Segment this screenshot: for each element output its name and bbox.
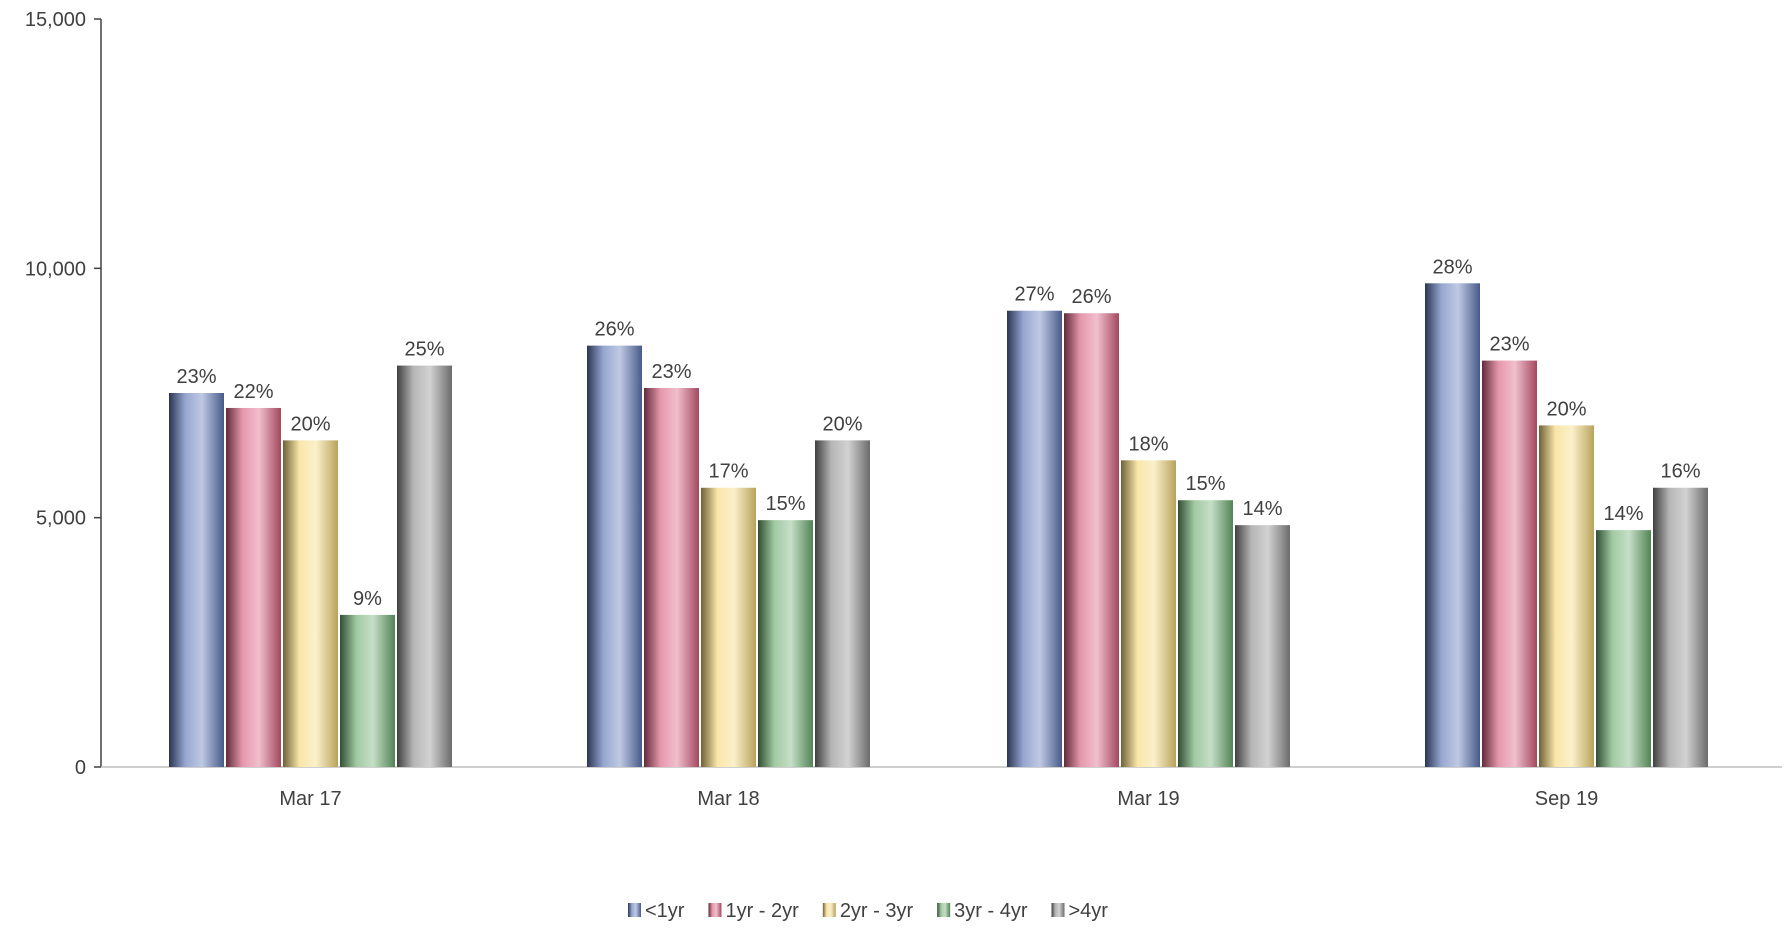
bar — [587, 345, 642, 767]
legend-item: <1yr — [628, 900, 685, 922]
bar-data-label: 17% — [708, 461, 748, 483]
bar-data-label: 15% — [1185, 473, 1225, 495]
legend-label: 3yr - 4yr — [954, 900, 1028, 922]
bar — [644, 388, 699, 767]
legend-label: >4yr — [1069, 900, 1109, 922]
legend-item: 1yr - 2yr — [708, 900, 799, 922]
legend-item: 3yr - 4yr — [937, 900, 1028, 922]
legend-swatch — [937, 903, 951, 917]
bar — [283, 440, 338, 767]
y-tick-label: 15,000 — [25, 9, 86, 31]
bar-data-label: 27% — [1014, 284, 1054, 306]
legend-swatch — [822, 903, 836, 917]
bar-data-label: 18% — [1128, 433, 1168, 455]
bar-data-label: 20% — [290, 413, 330, 435]
bar-data-label: 22% — [233, 381, 273, 403]
bar — [169, 393, 224, 767]
bar-data-label: 20% — [822, 413, 862, 435]
x-tick-label: Mar 18 — [697, 788, 759, 810]
y-tick-label: 5,000 — [36, 508, 86, 530]
bar — [1482, 360, 1537, 767]
bar — [815, 440, 870, 767]
x-tick-label: Mar 17 — [279, 788, 341, 810]
bars — [169, 283, 1708, 767]
bar — [1064, 313, 1119, 767]
bar — [758, 520, 813, 767]
legend-label: <1yr — [645, 900, 685, 922]
bar — [1235, 525, 1290, 767]
x-tick-label: Sep 19 — [1535, 788, 1598, 810]
bar — [1007, 310, 1062, 767]
legend-swatch — [708, 903, 722, 917]
bar-data-label: 23% — [176, 366, 216, 388]
bar — [1121, 460, 1176, 767]
y-tick-label: 0 — [75, 757, 86, 779]
bar-data-label: 14% — [1603, 503, 1643, 525]
bar-data-label: 15% — [765, 493, 805, 515]
bar — [1425, 283, 1480, 767]
bar — [1539, 425, 1594, 767]
bar-data-label: 26% — [594, 319, 634, 341]
bar — [340, 614, 395, 767]
bar-data-label: 23% — [651, 361, 691, 383]
bar — [397, 365, 452, 767]
legend-swatch — [628, 903, 641, 917]
bar — [1178, 500, 1233, 767]
bar-data-label: 9% — [353, 588, 382, 610]
y-tick-label: 10,000 — [25, 258, 86, 280]
bar-data-label: 16% — [1660, 461, 1700, 483]
x-tick-label: Mar 19 — [1117, 788, 1179, 810]
bar — [1653, 487, 1708, 767]
legend: <1yr 1yr - 2yr 2yr - 3yr 3yr - 4yr >4yr — [628, 900, 1108, 922]
data-labels: 23% 22% 20% 9% 25% 26% 23% 17% 15% 20% 27% 26% 18% 15… — [176, 256, 1700, 610]
legend-item: >4yr — [1051, 900, 1109, 922]
legend-swatch — [1051, 903, 1065, 917]
bar-data-label: 23% — [1489, 334, 1529, 356]
legend-item: 2yr - 3yr — [822, 900, 914, 922]
bar-data-label: 26% — [1071, 286, 1111, 308]
bar-data-label: 28% — [1432, 256, 1472, 278]
bar-data-label: 25% — [404, 339, 444, 361]
bar — [226, 407, 281, 767]
bar — [701, 487, 756, 767]
bar-data-label: 20% — [1546, 398, 1586, 420]
legend-label: 2yr - 3yr — [840, 900, 914, 922]
legend-label: 1yr - 2yr — [725, 900, 799, 922]
bar-data-label: 14% — [1242, 498, 1282, 520]
bar — [1596, 530, 1651, 767]
